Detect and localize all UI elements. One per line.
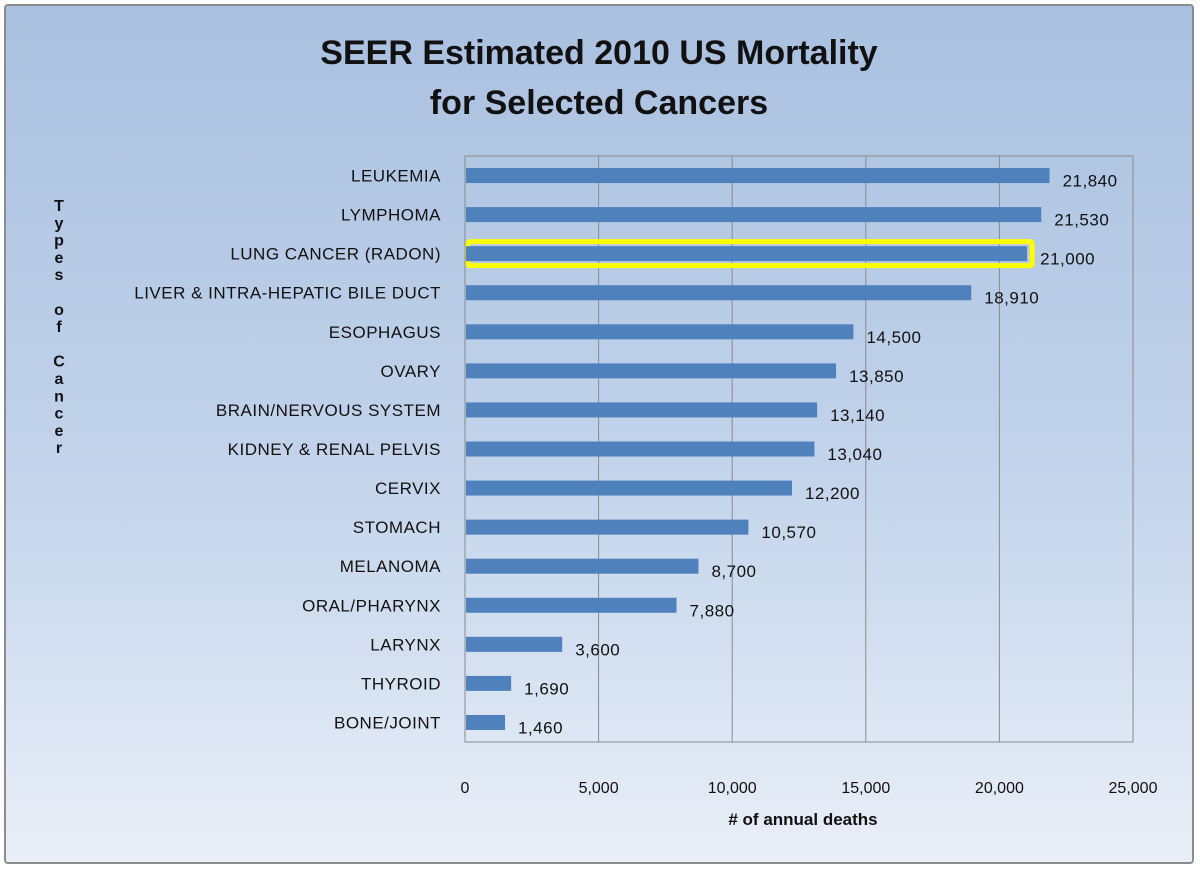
category-label-9: STOMACH [353, 518, 441, 537]
category-label-6: BRAIN/NERVOUS SYSTEM [216, 401, 441, 420]
category-label-8: CERVIX [375, 479, 441, 498]
y-axis-label-char-12: c [55, 406, 64, 423]
value-label-4: 14,500 [866, 328, 921, 347]
value-label-6: 13,140 [830, 406, 885, 425]
y-axis-label-char-7: f [56, 319, 62, 336]
y-axis-label-char-3: e [55, 250, 64, 267]
bar-9 [466, 519, 749, 535]
category-label-2: LUNG CANCER (RADON) [230, 245, 441, 264]
chart-title-line-2: for Selected Cancers [430, 84, 768, 122]
value-label-12: 3,600 [575, 640, 620, 659]
x-tick-label-1: 5,000 [579, 780, 619, 797]
x-tick-label-5: 25,000 [1109, 780, 1158, 797]
bar-5 [466, 363, 837, 379]
bar-chart: SEER Estimated 2010 US Mortality for Sel… [53, 34, 1158, 829]
bar-4 [466, 324, 854, 340]
category-label-4: ESOPHAGUS [329, 323, 441, 342]
category-labels: LEUKEMIA LYMPHOMA LUNG CANCER (RADON) LIVER… [134, 167, 441, 733]
bar-12 [466, 636, 563, 652]
category-label-7: KIDNEY & RENAL PELVIS [228, 440, 441, 459]
bar-0 [466, 168, 1050, 184]
category-label-10: MELANOMA [340, 557, 441, 576]
x-tick-label-2: 10,000 [708, 780, 757, 797]
bar-1 [466, 207, 1042, 223]
value-label-0: 21,840 [1063, 172, 1118, 191]
category-label-14: BONE/JOINT [334, 713, 441, 732]
value-label-13: 1,690 [524, 679, 569, 698]
bar-7 [466, 441, 815, 457]
x-tick-label-4: 20,000 [975, 780, 1024, 797]
bar-2 [466, 246, 1028, 262]
category-label-12: LARYNX [370, 635, 441, 654]
y-axis-label-char-4: s [55, 267, 64, 284]
bar-6 [466, 402, 818, 418]
category-label-0: LEUKEMIA [351, 167, 441, 186]
bars [465, 168, 1050, 730]
category-label-11: ORAL/PHARYNX [302, 596, 441, 615]
chart-title-line-1: SEER Estimated 2010 US Mortality [320, 34, 878, 72]
value-label-5: 13,850 [849, 367, 904, 386]
chart-frame: SEER Estimated 2010 US Mortality for Sel… [4, 4, 1194, 864]
value-label-11: 7,880 [690, 601, 735, 620]
y-axis-label-char-6: o [54, 302, 64, 319]
bar-10 [466, 558, 699, 574]
y-axis-label-char-0: T [54, 198, 64, 215]
value-label-7: 13,040 [827, 445, 882, 464]
value-label-8: 12,200 [805, 484, 860, 503]
y-axis-label-char-14: r [56, 440, 62, 457]
x-axis-label: # of annual deaths [728, 810, 877, 829]
category-label-13: THYROID [361, 674, 441, 693]
category-label-3: LIVER & INTRA-HEPATIC BILE DUCT [134, 284, 441, 303]
bar-11 [466, 597, 677, 613]
y-axis-label-char-1: y [55, 215, 64, 232]
x-tick-label-3: 15,000 [841, 780, 890, 797]
y-axis-label-char-9: C [53, 354, 65, 371]
value-label-3: 18,910 [984, 289, 1039, 308]
bar-13 [466, 675, 512, 691]
value-labels: 21,840 21,530 21,000 18,910 14,500 13,850 13,1… [518, 172, 1118, 738]
x-tick-label-0: 0 [461, 780, 470, 797]
bar-14 [466, 714, 506, 730]
value-label-10: 8,700 [711, 562, 756, 581]
y-axis-label-char-10: a [55, 371, 64, 388]
value-label-1: 21,530 [1054, 211, 1109, 230]
y-axis-label-char-11: n [54, 388, 64, 405]
y-axis-label-char-13: e [55, 423, 64, 440]
bar-8 [466, 480, 792, 496]
bar-3 [466, 285, 972, 301]
y-axis-label-char-2: p [54, 233, 64, 250]
category-label-5: OVARY [381, 362, 441, 381]
value-label-9: 10,570 [761, 523, 816, 542]
value-label-2: 21,000 [1040, 250, 1095, 269]
x-axis-ticks: 0 5,000 10,000 15,000 20,000 25,000 [461, 780, 1158, 797]
category-label-1: LYMPHOMA [341, 206, 441, 225]
value-label-14: 1,460 [518, 718, 563, 737]
